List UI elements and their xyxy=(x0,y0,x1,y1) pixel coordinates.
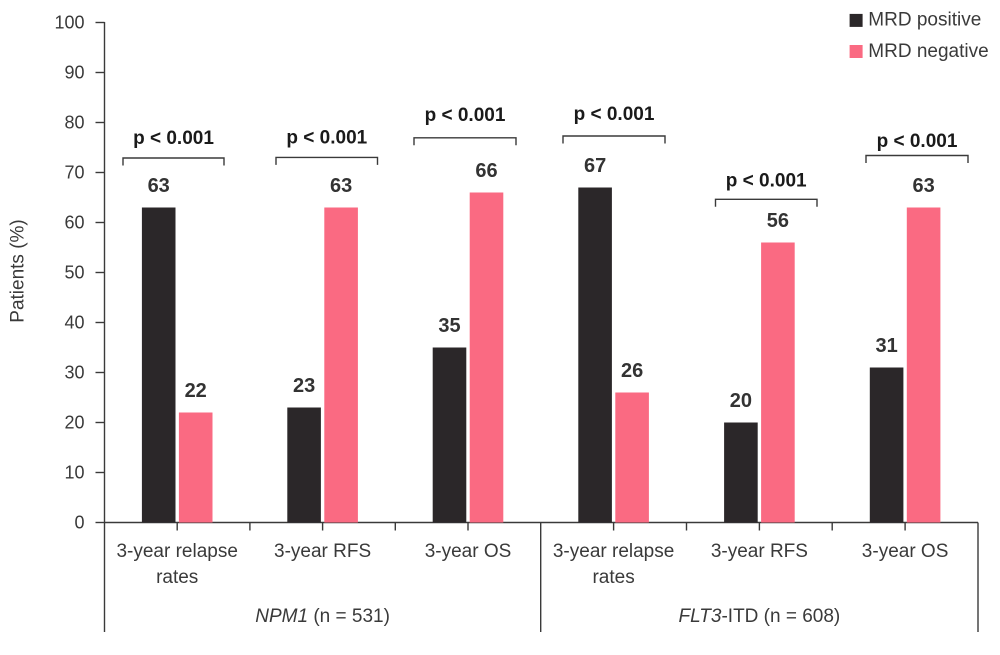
svg-text:66: 66 xyxy=(475,160,497,182)
svg-text:80: 80 xyxy=(64,113,84,133)
svg-text:22: 22 xyxy=(185,380,207,402)
svg-text:63: 63 xyxy=(148,175,170,197)
svg-text:30: 30 xyxy=(64,363,84,383)
svg-text:70: 70 xyxy=(64,163,84,183)
svg-text:3-year OS: 3-year OS xyxy=(862,541,949,562)
svg-text:rates: rates xyxy=(592,567,634,588)
svg-text:63: 63 xyxy=(330,175,352,197)
svg-text:rates: rates xyxy=(156,567,198,588)
svg-text:35: 35 xyxy=(438,315,460,337)
svg-text:NPM1 (n = 531): NPM1 (n = 531) xyxy=(255,606,390,627)
svg-text:90: 90 xyxy=(64,63,84,83)
svg-text:p < 0.001: p < 0.001 xyxy=(574,104,655,125)
svg-text:3-year relapse: 3-year relapse xyxy=(116,541,237,562)
svg-text:MRD positive: MRD positive xyxy=(868,10,981,31)
svg-text:23: 23 xyxy=(293,375,315,397)
svg-text:3-year OS: 3-year OS xyxy=(425,541,512,562)
svg-text:26: 26 xyxy=(621,360,643,382)
svg-text:40: 40 xyxy=(64,313,84,333)
svg-text:60: 60 xyxy=(64,213,84,233)
svg-text:67: 67 xyxy=(584,155,606,177)
svg-text:FLT3-ITD (n = 608): FLT3-ITD (n = 608) xyxy=(679,606,841,627)
svg-text:3-year relapse: 3-year relapse xyxy=(553,541,674,562)
svg-text:20: 20 xyxy=(730,390,752,412)
svg-text:63: 63 xyxy=(912,175,934,197)
svg-text:100: 100 xyxy=(54,13,84,33)
svg-text:31: 31 xyxy=(875,335,897,357)
svg-text:p < 0.001: p < 0.001 xyxy=(425,105,506,126)
svg-text:p < 0.001: p < 0.001 xyxy=(286,127,367,148)
svg-text:MRD negative: MRD negative xyxy=(868,41,988,62)
svg-text:20: 20 xyxy=(64,413,84,433)
svg-text:Patients (%): Patients (%) xyxy=(8,219,29,322)
svg-text:10: 10 xyxy=(64,463,84,483)
svg-text:p < 0.001: p < 0.001 xyxy=(877,131,958,152)
svg-text:p < 0.001: p < 0.001 xyxy=(726,171,807,192)
svg-text:50: 50 xyxy=(64,263,84,283)
svg-text:p < 0.001: p < 0.001 xyxy=(133,128,214,149)
svg-text:0: 0 xyxy=(74,513,84,533)
svg-text:3-year RFS: 3-year RFS xyxy=(274,541,371,562)
svg-text:56: 56 xyxy=(767,210,789,232)
svg-text:3-year RFS: 3-year RFS xyxy=(711,541,808,562)
